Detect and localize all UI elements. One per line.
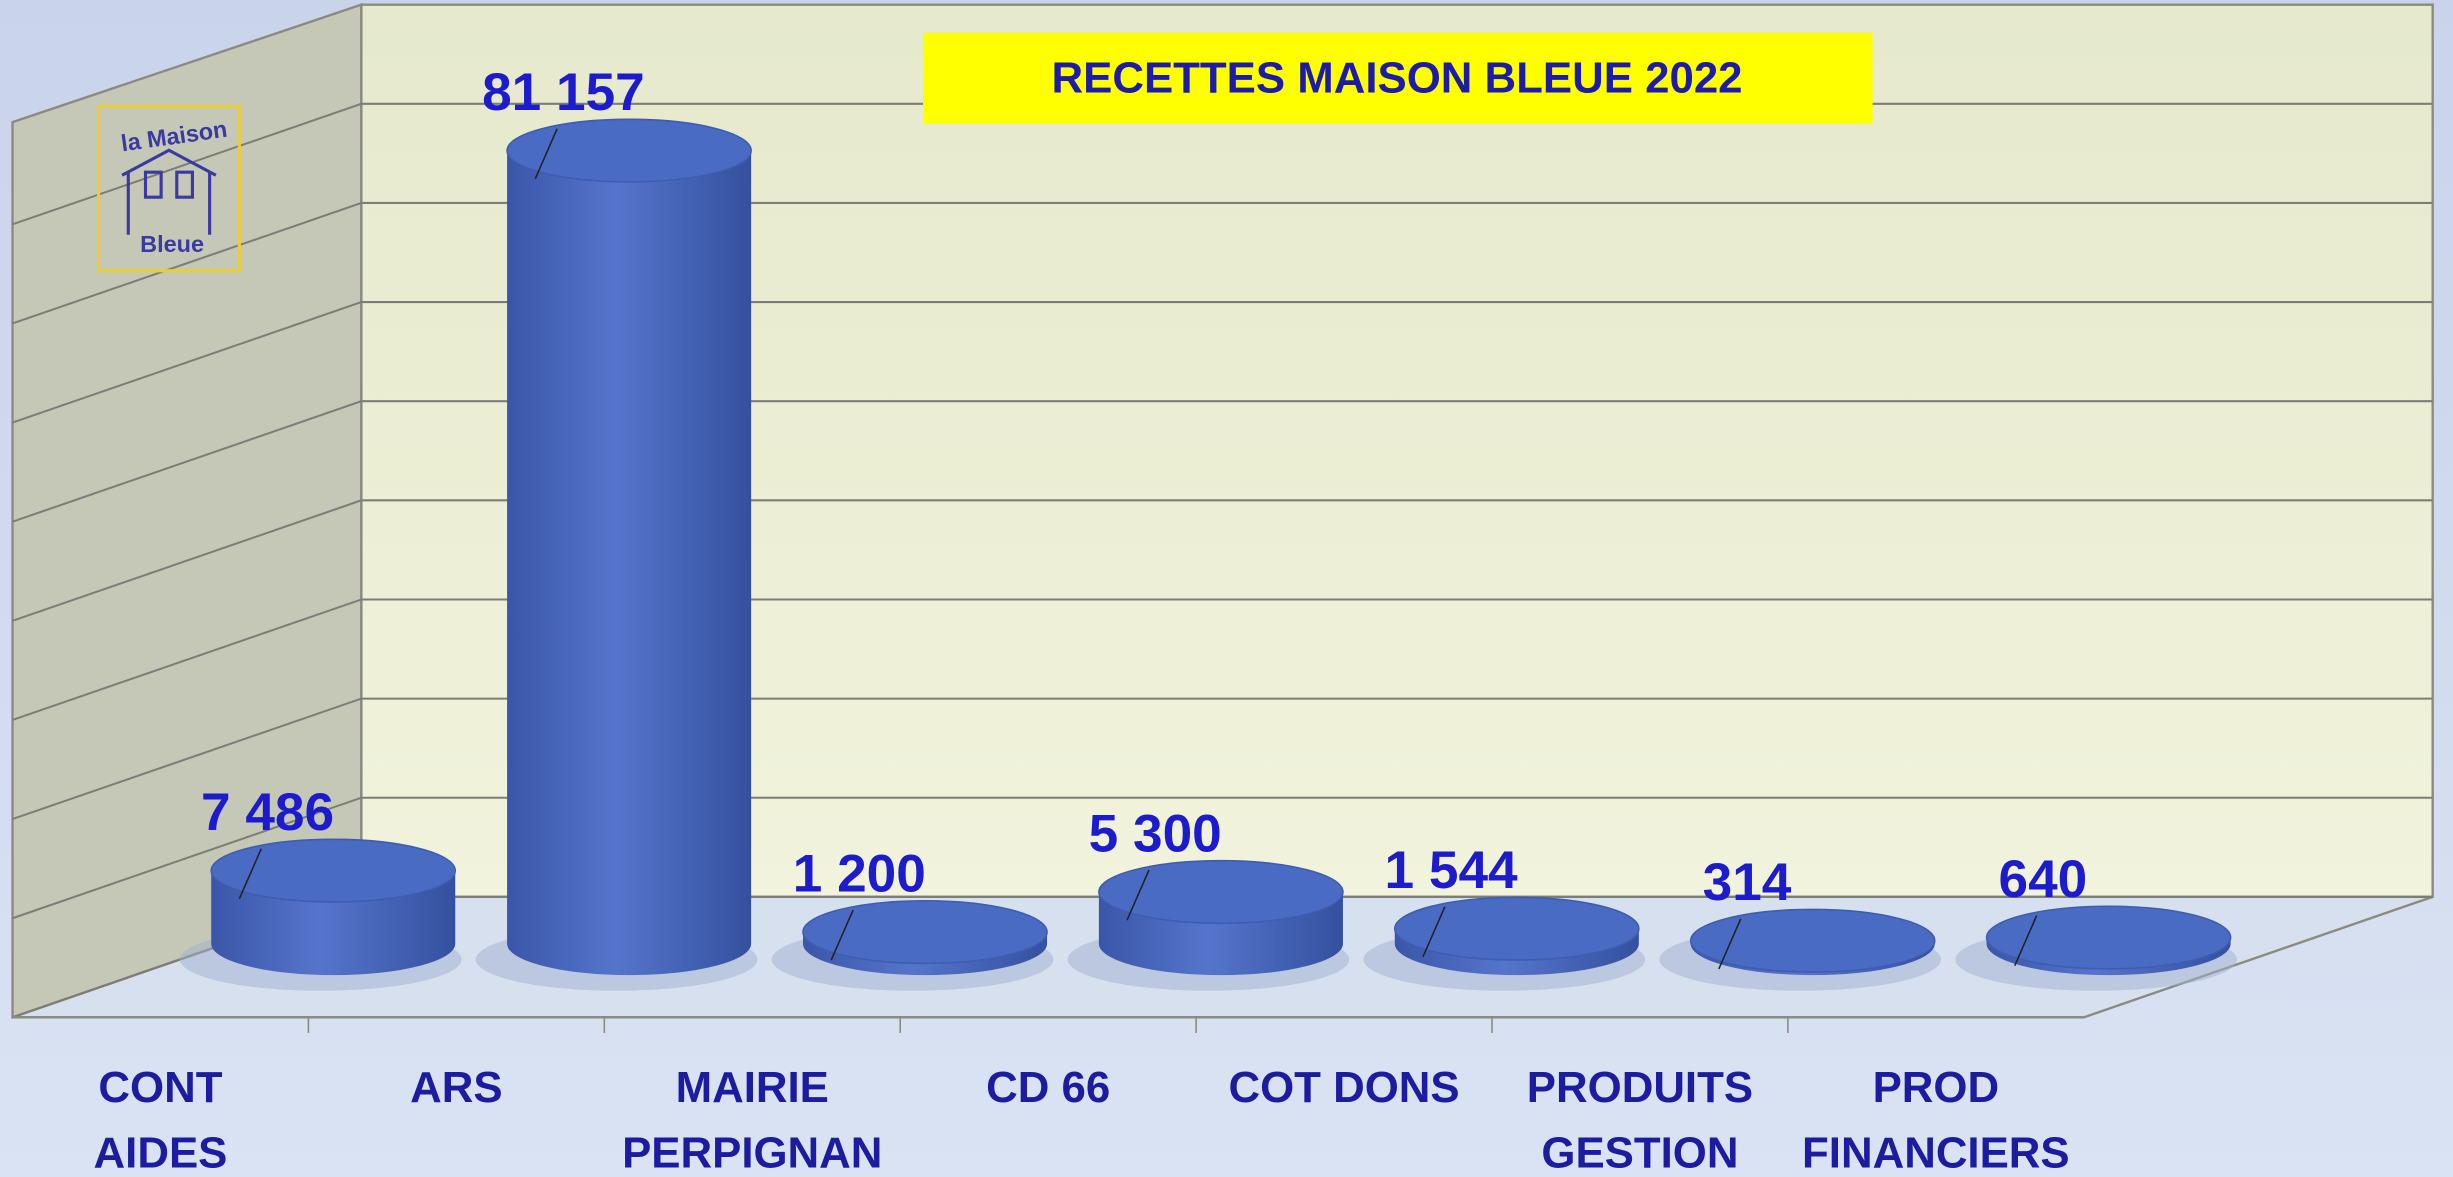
bar-top bbox=[210, 838, 457, 903]
grid-line bbox=[12, 499, 2433, 622]
leader-line bbox=[238, 848, 262, 900]
grid-line bbox=[12, 598, 2433, 721]
x-tick-label: CONT bbox=[98, 1063, 222, 1112]
grid-line bbox=[12, 400, 2433, 523]
logo-text: Bleue bbox=[140, 231, 204, 257]
leader-line bbox=[1126, 869, 1150, 921]
bar-top bbox=[1394, 896, 1640, 961]
value-label: 81 157 bbox=[482, 63, 645, 122]
bar bbox=[1363, 896, 1646, 991]
x-tick-label: COT DONS bbox=[1229, 1063, 1460, 1112]
leader-line bbox=[2014, 915, 2038, 967]
grid-line bbox=[12, 301, 2433, 424]
value-label: 640 bbox=[1999, 850, 2088, 909]
value-label: 314 bbox=[1703, 853, 1792, 912]
logo-house bbox=[121, 148, 217, 235]
x-tick-label: PROD bbox=[1873, 1063, 2000, 1112]
bar-top bbox=[802, 899, 1048, 965]
x-tick-label: MAIRIE bbox=[676, 1063, 829, 1112]
leader-line bbox=[1422, 906, 1446, 958]
x-tick-label: FINANCIERS bbox=[1802, 1129, 2070, 1177]
chart-title: RECETTES MAISON BLEUE 2022 bbox=[1052, 53, 1743, 102]
x-tick-label: ARS bbox=[410, 1063, 502, 1112]
bar-body bbox=[507, 150, 752, 976]
bar-top bbox=[1985, 905, 2232, 970]
value-label: 5 300 bbox=[1089, 804, 1222, 863]
x-tick-label: AIDES bbox=[94, 1129, 228, 1177]
leader-line bbox=[1718, 918, 1742, 970]
bar bbox=[1067, 859, 1350, 991]
leader-line bbox=[534, 128, 558, 180]
grid-line bbox=[12, 697, 2433, 821]
bar bbox=[475, 118, 758, 991]
grid-line bbox=[12, 201, 2433, 325]
bar-top bbox=[1689, 908, 1936, 973]
x-tick-label: PRODUITS bbox=[1527, 1063, 1753, 1112]
bar bbox=[179, 838, 462, 991]
logo-frame bbox=[96, 104, 241, 273]
x-tick-label: CD 66 bbox=[986, 1063, 1110, 1112]
title-box bbox=[923, 32, 1873, 124]
grid-line bbox=[12, 796, 2433, 920]
bar bbox=[1955, 905, 2237, 991]
leader-line bbox=[830, 909, 854, 961]
bar-top bbox=[506, 118, 752, 183]
x-tick-label: PERPIGNAN bbox=[622, 1129, 882, 1177]
x-tick-label: GESTION bbox=[1541, 1129, 1738, 1177]
bar-top bbox=[1098, 859, 1344, 925]
bars bbox=[179, 118, 2237, 991]
value-label: 7 486 bbox=[201, 783, 334, 842]
bar bbox=[771, 899, 1054, 991]
value-label: 1 200 bbox=[793, 844, 926, 903]
value-label: 1 544 bbox=[1385, 841, 1518, 900]
